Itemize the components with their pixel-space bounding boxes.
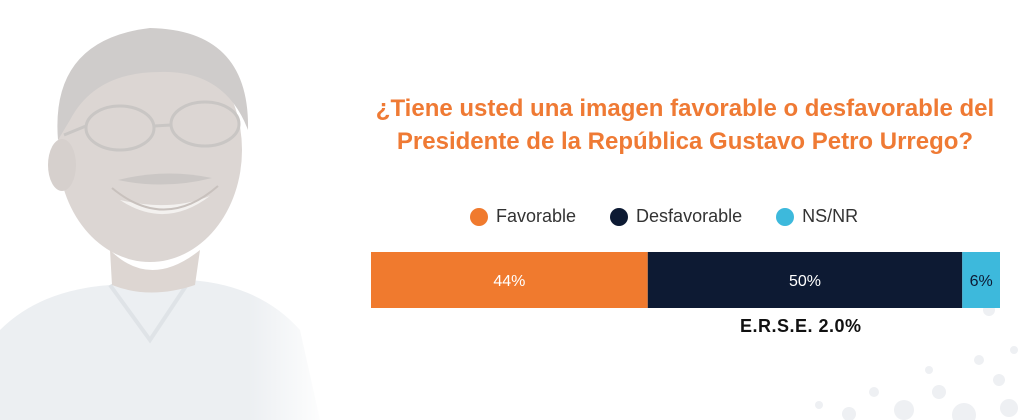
legend-item-favorable: Favorable [470, 206, 576, 227]
legend-swatch-nsnr [776, 207, 795, 226]
legend-label-nsnr: NS/NR [802, 206, 859, 226]
legend-label-favorable: Favorable [496, 206, 577, 226]
stacked-bar-chart: 44% 50% 6% [371, 252, 1000, 308]
survey-question: ¿Tiene usted una imagen favorable o desf… [340, 92, 1024, 158]
data-label-desfavorable: 50% [789, 273, 821, 290]
legend-item-desfavorable: Desfavorable [610, 206, 742, 227]
data-label-nsnr: 6% [970, 273, 993, 290]
legend-label-desfavorable: Desfavorable [636, 206, 743, 226]
legend-swatch-favorable [470, 207, 488, 226]
chart-legend: Favorable Desfavorable NS/NR [470, 206, 892, 227]
decorative-dots-icon [815, 304, 1018, 420]
bar-segment-favorable [371, 252, 648, 308]
bar-segment-desfavorable [647, 252, 963, 308]
legend-item-nsnr: NS/NR [776, 206, 858, 227]
portrait-photo [0, 0, 330, 420]
bar-segment-nsnr [962, 252, 1000, 308]
data-label-favorable: 44% [493, 273, 525, 290]
margin-of-error: E.R.S.E. 2.0% [740, 316, 862, 336]
person-portrait-icon [0, 0, 330, 420]
question-line-1: ¿Tiene usted una imagen favorable o desf… [375, 95, 995, 122]
question-line-2: Presidente de la República Gustavo Petro… [396, 128, 974, 155]
legend-swatch-desfavorable [610, 207, 629, 226]
